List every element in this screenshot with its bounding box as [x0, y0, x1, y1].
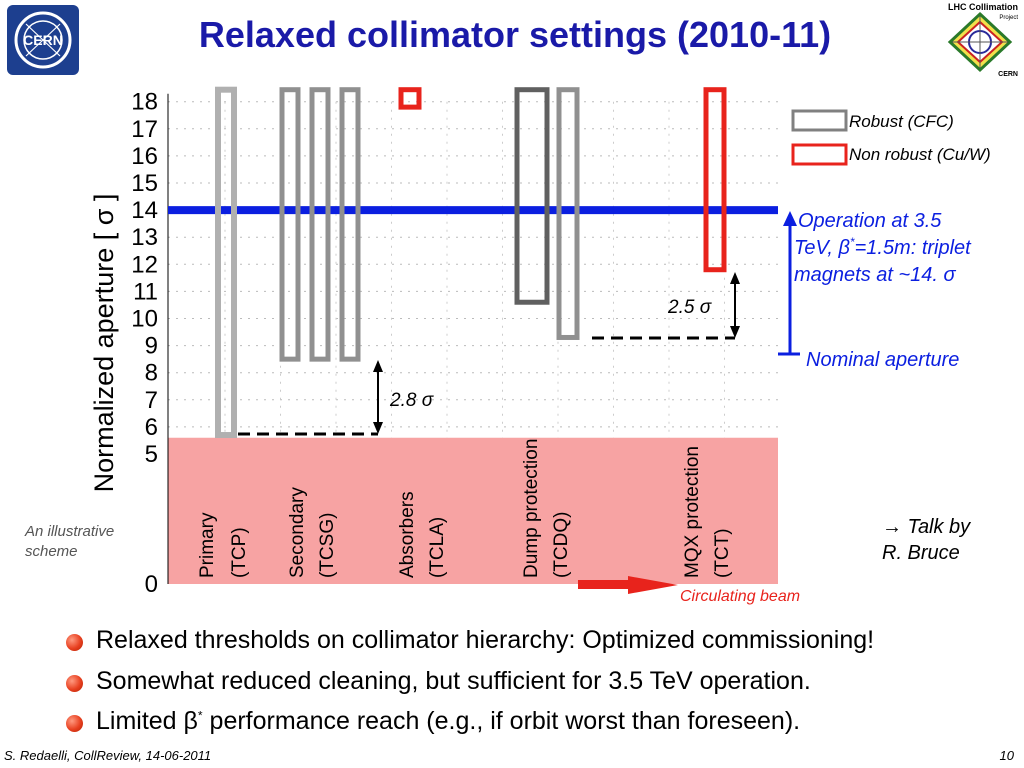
bullet-2-text: Somewhat reduced cleaning, but sufficien…	[96, 667, 811, 695]
category-label: Absorbers	[397, 491, 418, 578]
category-label: (TCT)	[712, 528, 733, 578]
beam-arrow-body	[578, 580, 630, 589]
y-tick-label: 14	[131, 197, 158, 224]
gap-primary-arrow-down	[373, 422, 383, 434]
legend-nonrobust-label: Non robust (Cu/W)	[849, 145, 991, 164]
collimator-bar	[556, 87, 580, 340]
category-labels: Primary (TCP) Secondary (TCSG) Absorbers (TCL…	[197, 439, 733, 578]
legend-robust-label: Robust (CFC)	[849, 112, 954, 131]
illustrative-note-line2: scheme	[25, 543, 78, 560]
cern-logo: CERN	[7, 5, 79, 75]
operation-label-line3: magnets at ~14. σ	[794, 264, 957, 286]
legend-robust-swatch	[791, 109, 848, 132]
y-tick-label: 13	[131, 224, 158, 251]
beam-region	[167, 93, 778, 584]
lhc-collimation-logo: LHC Collimation Project CERN	[947, 2, 1018, 78]
y-tick-label: 9	[145, 333, 158, 360]
category-label: MQX protection	[682, 446, 703, 578]
collimator-bar	[703, 87, 727, 273]
collimator-bar	[279, 87, 301, 362]
category-label: Dump protection	[521, 439, 542, 578]
lhc-logo-title: LHC Collimation	[948, 2, 1018, 12]
collimator-bar	[514, 87, 550, 305]
collimator-bar	[398, 87, 422, 110]
category-label: (TCSG)	[317, 513, 338, 578]
collimator-bar	[309, 87, 331, 362]
bullet-3-sup: *	[197, 708, 203, 723]
nominal-aperture-label: Nominal aperture	[806, 349, 959, 371]
gap-dump-arrow-up	[730, 272, 740, 284]
footer-credit: S. Redaelli, CollReview, 14-06-2011	[4, 748, 212, 763]
bullet-3-part1: Limited β	[96, 707, 198, 735]
annotations: Robust (CFC) Non robust (Cu/W) Nominal ape…	[24, 109, 991, 605]
y-tick-label: 15	[131, 170, 158, 197]
bullet-dot-icon	[66, 675, 83, 692]
category-label: (TCP)	[229, 527, 250, 578]
bullet-dot-icon	[66, 634, 83, 651]
illustrative-note-line1: An illustrative	[24, 523, 114, 540]
circulating-beam-label: Circulating beam	[680, 588, 800, 605]
gap-dump-arrow-down	[730, 326, 740, 338]
legend-nonrobust-swatch	[791, 143, 848, 166]
slide-title: Relaxed collimator settings (2010-11)	[198, 14, 832, 55]
y-tick-label: 10	[131, 306, 158, 333]
lhc-logo-cern: CERN	[998, 71, 1018, 78]
gap-primary-label: 2.8 σ	[389, 390, 435, 411]
talk-note-line1: → Talk by	[882, 516, 971, 538]
page-number: 10	[999, 748, 1014, 763]
category-label: (TCLA)	[427, 517, 448, 578]
cern-logo-text: CERN	[23, 32, 63, 48]
y-tick-label: 0	[145, 571, 158, 598]
y-tick-label: 16	[131, 143, 158, 170]
talk-note-line2: R. Bruce	[882, 542, 960, 564]
y-tick-label: 17	[131, 116, 158, 143]
bullet-1-text: Relaxed thresholds on collimator hierarc…	[96, 626, 875, 654]
bullet-3-part2: performance reach (e.g., if orbit worst …	[202, 707, 801, 735]
bullet-dot-icon	[66, 715, 83, 732]
collimator-bars	[215, 86, 727, 439]
y-tick-label: 12	[131, 251, 158, 278]
collimator-bar	[215, 86, 237, 439]
y-axis-label: Normalized aperture [ σ ]	[89, 194, 119, 493]
category-label: (TCDQ)	[551, 512, 572, 578]
lhc-logo-sub: Project	[999, 15, 1018, 21]
y-tick-label: 8	[145, 360, 158, 387]
bullet-3-text: Limited β* performance reach (e.g., if o…	[96, 707, 800, 736]
category-label: Secondary	[287, 487, 308, 578]
y-tick-label: 7	[145, 387, 158, 414]
collimator-bar	[339, 87, 361, 362]
gap-dump-label: 2.5 σ	[667, 297, 713, 318]
nominal-arrow-head	[783, 211, 797, 226]
operation-label-line1: Operation at 3.5	[798, 210, 942, 232]
beam-region-fill	[168, 437, 778, 584]
category-label: Primary	[197, 512, 218, 578]
gap-primary-arrow-up	[373, 360, 383, 372]
y-tick-label: 5	[145, 441, 158, 468]
operation-label-line2: TeV, β*=1.5m: triplet	[794, 235, 972, 259]
beam-arrow-head	[628, 576, 678, 594]
y-tick-label: 6	[145, 414, 158, 441]
y-tick-label: 18	[131, 89, 158, 116]
y-tick-label: 11	[133, 278, 158, 305]
